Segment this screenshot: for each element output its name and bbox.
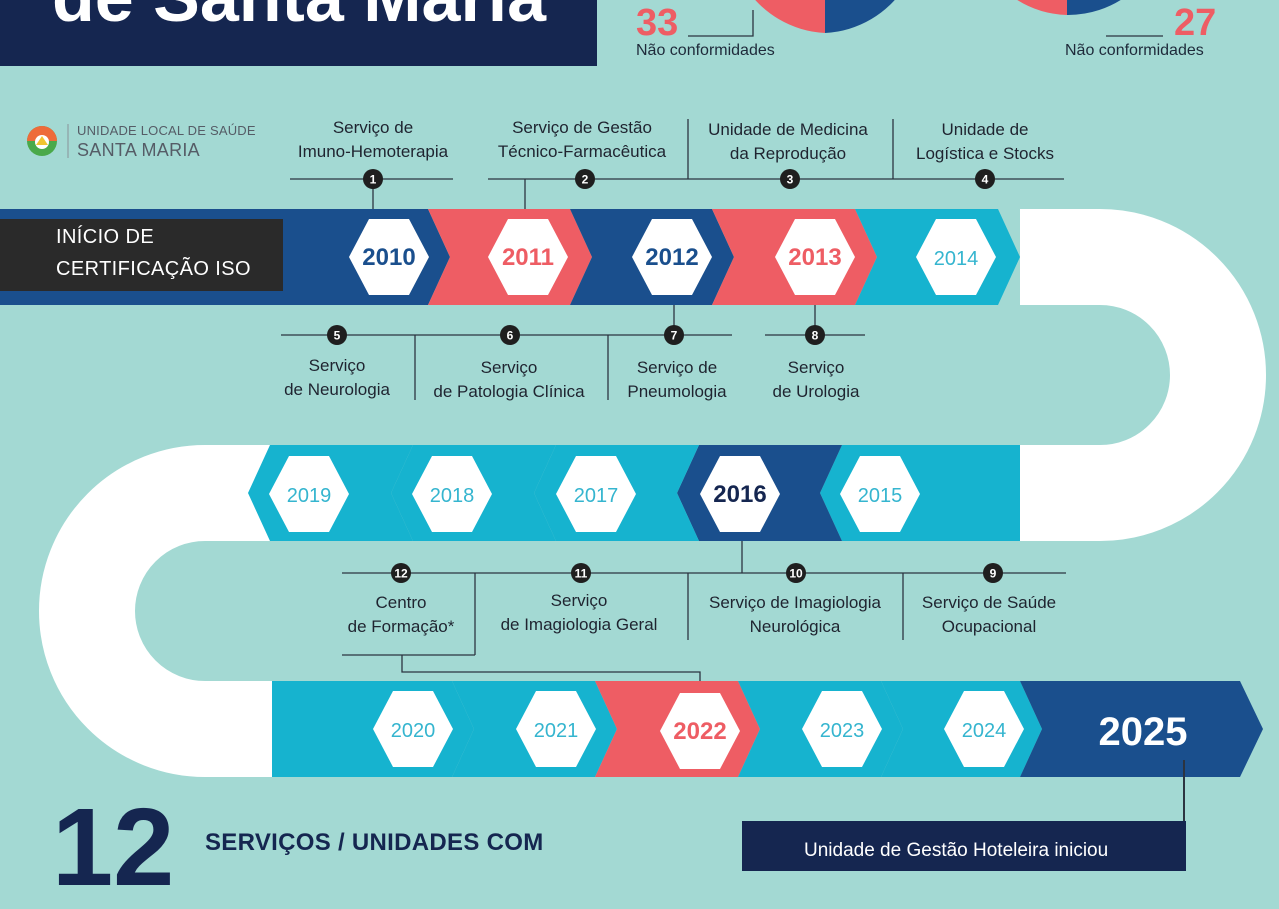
milestone-number-2: 2: [582, 173, 589, 187]
year-label-2012: 2012: [645, 244, 698, 271]
year-label-2011: 2011: [502, 244, 554, 271]
milestone-number-5: 5: [334, 329, 341, 343]
year-label-2022: 2022: [673, 718, 726, 745]
curve-left: [39, 445, 275, 777]
year-hexagon-2019: [269, 456, 349, 532]
service-label-8: Serviço de Urologia: [772, 358, 860, 401]
service-label-1: Serviço de Imuno-Hemoterapia: [297, 118, 449, 161]
year-label-2014: 2014: [934, 248, 979, 270]
curve-right: [1020, 209, 1266, 541]
milestone-dot-2: [575, 169, 595, 189]
page-title: de Santa Maria: [52, 0, 546, 32]
milestone-dot-9: [983, 563, 1003, 583]
year-label-2024: 2024: [962, 720, 1007, 742]
milestone-number-7: 7: [671, 329, 678, 343]
services-caption: SERVIÇOS / UNIDADES COM: [205, 829, 544, 856]
milestone-dot-1: [363, 169, 383, 189]
service-label-3: Unidade de Medicina da Reprodução: [708, 120, 868, 163]
year-label-2018: 2018: [430, 485, 475, 507]
milestone-dot-4: [975, 169, 995, 189]
stat-label-right: Não conformidades: [1065, 42, 1204, 59]
iso-label-line1: INÍCIO DE: [56, 226, 155, 248]
year-label-2015: 2015: [858, 485, 903, 507]
year-hexagons: 2010 2011 2012 2013 2014 2015 2016 2017 2018 2019…: [269, 219, 1024, 769]
year-label-2021: 2021: [534, 720, 579, 742]
year-label-2020: 2020: [391, 720, 436, 742]
year-hexagon-2024: [944, 691, 1024, 767]
year-hexagon-2022: [660, 693, 740, 769]
milestone-number-1: 1: [370, 173, 377, 187]
year-hexagon-2015: [840, 456, 920, 532]
milestone-dot-12: [391, 563, 411, 583]
milestone-dot-10: [786, 563, 806, 583]
service-label-9: Serviço de Saúde Ocupacional: [921, 593, 1057, 636]
year-hexagon-2018: [412, 456, 492, 532]
milestone-dot-11: [571, 563, 591, 583]
year-label-2013: 2013: [788, 244, 841, 271]
service-label-2: Serviço de Gestão Técnico-Farmacêutica: [497, 118, 667, 161]
title-banner: de Santa Maria: [0, 0, 597, 66]
milestone-number-4: 4: [982, 173, 989, 187]
iso-label-line2: CERTIFICAÇÃO ISO: [56, 258, 251, 280]
service-label-12: Centro de Formação*: [347, 593, 455, 636]
year-hexagon-2011: [488, 219, 568, 295]
milestone-number-9: 9: [990, 567, 997, 581]
service-label-7: Serviço de Pneumologia: [627, 358, 727, 401]
year-2025: 2025: [1099, 710, 1188, 754]
stat-count-left: 33: [636, 2, 679, 44]
stat-label-left: Não conformidades: [636, 42, 775, 59]
year-label-2019: 2019: [287, 485, 332, 507]
year-label-2017: 2017: [574, 485, 619, 507]
milestone-number-12: 12: [394, 567, 408, 581]
service-label-5: Serviço de Neurologia: [284, 356, 390, 399]
year-hexagon-2020: [373, 691, 453, 767]
pie-chart-right: [1017, 0, 1121, 16]
iso-label-box: [0, 219, 283, 291]
service-label-11: Serviço de Imagiologia Geral: [500, 591, 658, 634]
logo-text-line1: UNIDADE LOCAL DE SAÚDE: [77, 123, 256, 138]
note-text: Unidade de Gestão Hoteleira iniciou: [804, 840, 1109, 861]
stat-count-right: 27: [1174, 2, 1217, 44]
year-hexagon-2014: [916, 219, 996, 295]
year-label-2016: 2016: [713, 481, 766, 508]
milestone-number-11: 11: [575, 567, 588, 581]
service-label-6: Serviço de Patologia Clínica: [433, 358, 585, 401]
milestone-dot-7: [664, 325, 684, 345]
year-label-2023: 2023: [820, 720, 865, 742]
year-hexagon-2016: [700, 456, 780, 532]
year-hexagon-2010: [349, 219, 429, 295]
logo-mark: [27, 126, 57, 156]
year-label-2010: 2010: [362, 244, 415, 271]
milestone-dot-3: [780, 169, 800, 189]
service-label-10: Serviço de Imagiologia Neurológica: [709, 593, 881, 636]
year-hexagon-2012: [632, 219, 712, 295]
connectors-lower: [342, 541, 1185, 860]
year-hexagon-2013: [775, 219, 855, 295]
year-hexagon-2017: [556, 456, 636, 532]
milestone-number-6: 6: [507, 329, 514, 343]
year-hexagon-2021: [516, 691, 596, 767]
milestone-dot-5: [327, 325, 347, 345]
logo-text-line2: SANTA MARIA: [77, 140, 200, 160]
milestone-dot-8: [805, 325, 825, 345]
milestone-number-10: 10: [789, 567, 803, 581]
services-count: 12: [52, 786, 175, 909]
milestone-dot-6: [500, 325, 520, 345]
milestone-number-3: 3: [787, 173, 794, 187]
milestone-number-8: 8: [812, 329, 819, 343]
service-label-4: Unidade de Logística e Stocks: [916, 120, 1054, 163]
pie-chart-left: [755, 0, 895, 33]
year-hexagon-2023: [802, 691, 882, 767]
